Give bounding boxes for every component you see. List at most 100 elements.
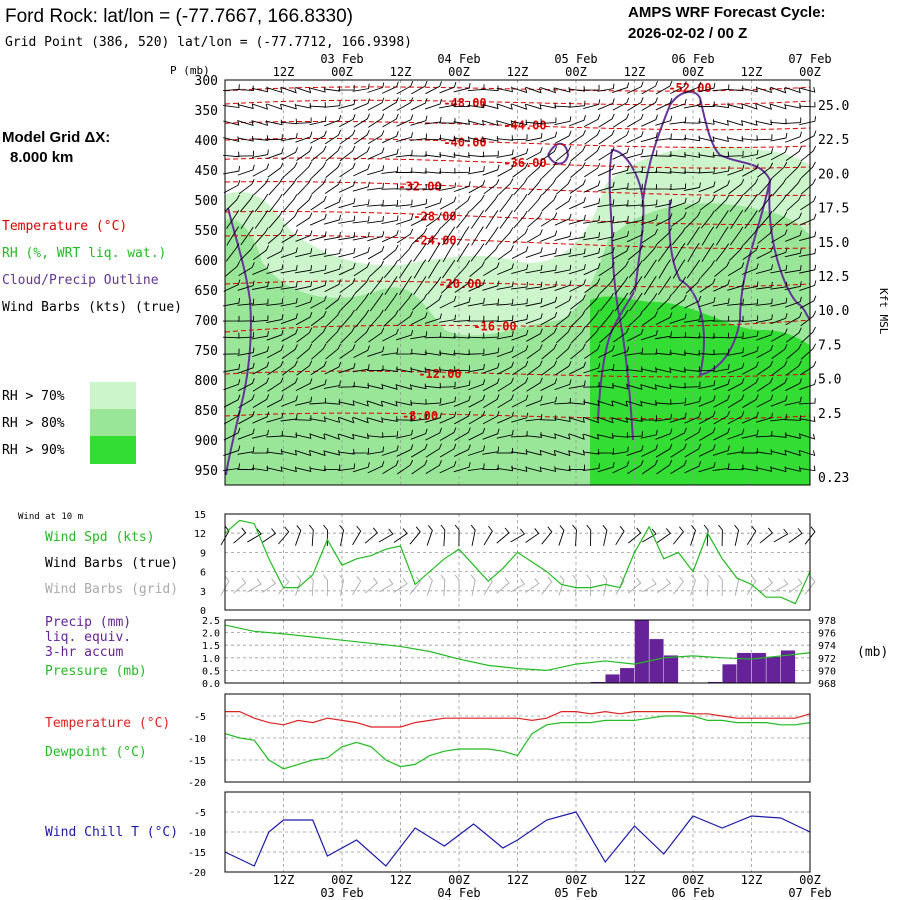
cloud-outline-right bbox=[547, 90, 811, 441]
wind-barb bbox=[786, 194, 802, 212]
wind-barb bbox=[786, 343, 802, 360]
wind-barb bbox=[294, 117, 312, 124]
wind-barb bbox=[655, 413, 672, 422]
wind-barb bbox=[238, 262, 255, 277]
wind-barb bbox=[355, 309, 370, 328]
wind-barb bbox=[712, 102, 730, 109]
wind-barb bbox=[252, 411, 270, 424]
top-axis-date-label: 06 Feb bbox=[671, 52, 714, 66]
wind-barb bbox=[295, 450, 312, 457]
wind-barb bbox=[311, 178, 327, 195]
wind-barb bbox=[325, 294, 341, 310]
wind-barb bbox=[382, 460, 399, 475]
wind-barb bbox=[482, 362, 500, 374]
wind-barb bbox=[568, 248, 586, 257]
wind-barb-grid bbox=[773, 578, 789, 593]
wind-barb bbox=[726, 464, 744, 471]
wind-barb bbox=[483, 394, 500, 408]
wind-barb bbox=[727, 378, 745, 392]
sounding-panel: P (mb) -52.00 -48.00 -44.00 -40.00 -36.00 -32… bbox=[170, 64, 890, 486]
wind-barb bbox=[568, 100, 586, 108]
wind-barb bbox=[398, 259, 412, 279]
wind-barb bbox=[309, 231, 327, 241]
wind-barb-true bbox=[759, 527, 773, 544]
wind-barb bbox=[771, 229, 788, 243]
wind-barb bbox=[482, 120, 499, 127]
wind-barb bbox=[338, 463, 356, 472]
wind-barb bbox=[656, 227, 672, 245]
wind-barb bbox=[309, 116, 327, 126]
wind-barb bbox=[525, 264, 543, 274]
wind-barb bbox=[597, 382, 614, 389]
windchill-tick-label: -10 bbox=[188, 828, 206, 839]
wind-barb bbox=[568, 115, 586, 127]
forecast-cycle-value: 2026-02-02 / 00 Z bbox=[628, 25, 747, 42]
wind-barb bbox=[223, 297, 241, 307]
top-axis-tick-label: 12Z bbox=[273, 65, 295, 79]
wind-tick-label: 12 bbox=[194, 529, 206, 540]
wind-barb bbox=[527, 211, 543, 228]
top-axis-date-label: 05 Feb bbox=[554, 52, 597, 66]
wind-barb bbox=[758, 210, 773, 229]
wind-barb bbox=[654, 168, 672, 174]
wind-barb bbox=[568, 464, 586, 471]
wind-barb bbox=[310, 130, 327, 144]
wind-barb bbox=[714, 194, 730, 212]
wind-barb bbox=[323, 399, 341, 405]
wind-barb bbox=[482, 411, 500, 425]
wind-barb bbox=[655, 428, 673, 440]
wind-barb bbox=[238, 411, 255, 425]
wind-barb bbox=[266, 329, 284, 341]
precip-frame bbox=[224, 619, 811, 684]
windchill-frame bbox=[224, 791, 811, 873]
wind-barb bbox=[323, 214, 342, 225]
wind-barb bbox=[483, 262, 500, 276]
wind-barb bbox=[513, 193, 528, 213]
wind-barb bbox=[640, 199, 658, 207]
wind-barb bbox=[496, 429, 514, 439]
wind-barb bbox=[281, 344, 298, 359]
wind-barb bbox=[770, 264, 788, 274]
wind-barb bbox=[540, 450, 557, 457]
wind-barb bbox=[498, 178, 514, 195]
wind-barb bbox=[784, 415, 802, 421]
wind-barb bbox=[442, 259, 456, 279]
wind-barb bbox=[295, 102, 312, 109]
wind-barb bbox=[713, 394, 730, 408]
wind-barb-true bbox=[510, 528, 526, 543]
wind-barb bbox=[424, 183, 442, 191]
wind-barb bbox=[511, 412, 529, 423]
wind-barb bbox=[496, 135, 514, 141]
wind-barb bbox=[254, 210, 269, 229]
wind-barb bbox=[310, 360, 327, 376]
wind-barb bbox=[311, 161, 327, 179]
wind-barb bbox=[239, 244, 255, 261]
wind-barb bbox=[338, 232, 356, 241]
wind-barb bbox=[424, 98, 442, 110]
wind-barb bbox=[568, 232, 586, 241]
wind-barb bbox=[525, 313, 543, 325]
wind-barb bbox=[612, 400, 629, 407]
wind-barb-grid bbox=[558, 575, 565, 596]
wind-tick-label: 15 bbox=[194, 510, 206, 521]
wind-barb bbox=[585, 326, 600, 344]
bottom-axis-tick-label: 00Z bbox=[565, 873, 587, 887]
wind-barb bbox=[541, 327, 558, 343]
windchill-tick-label: -15 bbox=[188, 848, 206, 859]
wind-barb bbox=[410, 133, 428, 141]
wind-barb bbox=[784, 281, 802, 291]
wind-barb bbox=[266, 264, 284, 275]
wind-barb bbox=[583, 215, 601, 224]
wind-barb bbox=[398, 293, 413, 311]
wind-barb bbox=[699, 278, 716, 293]
wind-barb bbox=[338, 180, 356, 193]
wind-barb bbox=[670, 294, 687, 310]
wind-barb bbox=[251, 298, 269, 306]
wind-barb bbox=[254, 227, 269, 245]
wind-barb-grid bbox=[673, 576, 684, 595]
wind-barb-grid bbox=[352, 575, 362, 596]
wind-barb-grid bbox=[628, 577, 642, 594]
isotherm-label: -8.00 bbox=[402, 409, 438, 423]
precip-bar bbox=[619, 667, 635, 684]
wind-barb bbox=[309, 264, 327, 274]
